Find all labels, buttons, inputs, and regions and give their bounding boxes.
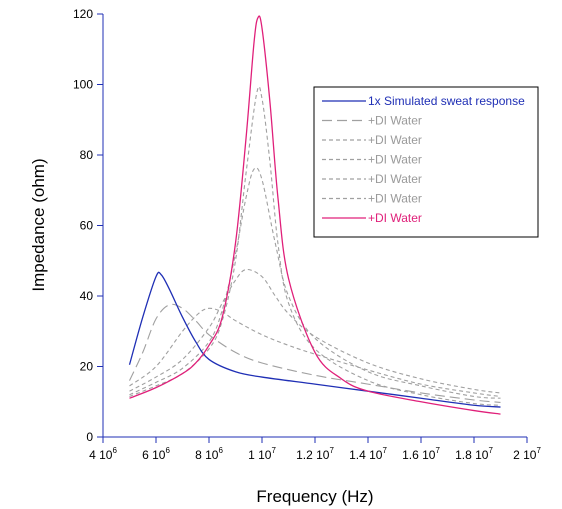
legend-label: 1x Simulated sweat response (368, 94, 525, 108)
y-tick-label: 40 (80, 289, 94, 303)
y-tick-label: 20 (80, 360, 94, 374)
series-line-4 (129, 268, 501, 394)
legend-label: +DI Water (368, 211, 422, 225)
legend: 1x Simulated sweat response +DI Water +DI … (313, 86, 539, 238)
x-axis-title: Frequency (Hz) (256, 487, 373, 506)
series-line-2 (129, 303, 501, 403)
series-layer (128, 15, 501, 415)
x-tick-label: 6 106 (142, 446, 170, 462)
legend-label: +DI Water (368, 114, 422, 128)
x-tick-label: 1.6 107 (402, 446, 440, 462)
x-tick-label: 1.2 107 (296, 446, 334, 462)
y-tick-label: 100 (73, 78, 93, 92)
legend-label: +DI Water (368, 133, 422, 147)
legend-label: +DI Water (368, 153, 422, 167)
series-line-1 (128, 271, 501, 408)
ticks-layer: 0 20 40 60 80 100 120 4 106 6 106 8 106 1 107 1.2 1… (73, 7, 541, 462)
x-tick-label: 4 106 (89, 446, 117, 462)
y-axis-title: Impedance (ohm) (29, 158, 48, 291)
legend-label: +DI Water (368, 172, 422, 186)
legend-items: 1x Simulated sweat response +DI Water +DI … (322, 94, 525, 225)
y-tick-label: 0 (86, 430, 93, 444)
y-tick-label: 60 (80, 219, 94, 233)
x-tick-label: 1.4 107 (349, 446, 387, 462)
series-line-5 (129, 167, 501, 399)
x-tick-label: 2 107 (513, 446, 541, 462)
y-tick-label: 120 (73, 7, 93, 21)
series-line-6 (129, 85, 501, 406)
x-tick-label: 8 106 (195, 446, 223, 462)
series-line-3 (129, 307, 501, 398)
series-line-7 (129, 15, 501, 415)
x-tick-label: 1 107 (248, 446, 276, 462)
x-tick-label: 1.8 107 (455, 446, 493, 462)
y-tick-label: 80 (80, 148, 94, 162)
legend-box (313, 86, 539, 238)
legend-label: +DI Water (368, 192, 422, 206)
